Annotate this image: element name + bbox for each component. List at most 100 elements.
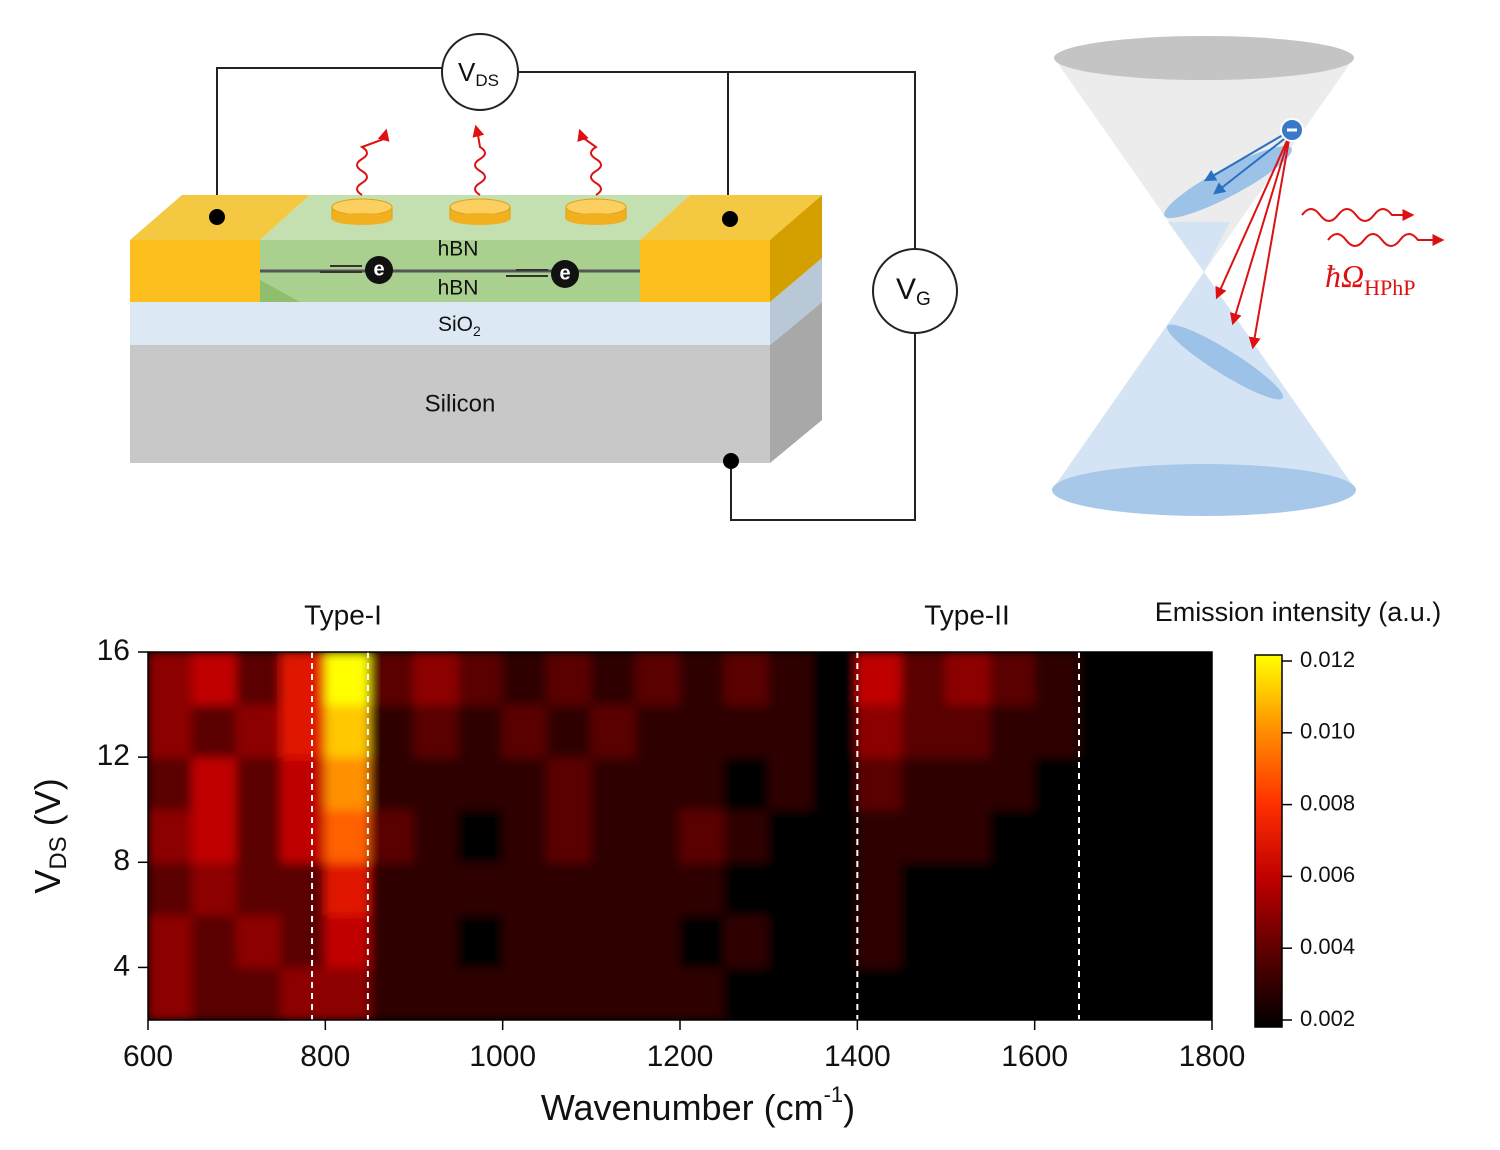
vds-label: VDS	[458, 57, 499, 91]
heatmap-cell	[413, 861, 459, 916]
heatmap-cell	[1167, 914, 1212, 968]
heatmap-cell	[1122, 861, 1169, 916]
heatmap-cell	[324, 652, 371, 706]
heatmap-cell	[1078, 966, 1124, 1020]
heatmap-cell	[1122, 966, 1169, 1020]
heatmap-cell	[457, 704, 504, 758]
heatmap-chart: 600 800 1000 1200 1400 1600 1800 4 8 12 16 0.002 0.0…	[27, 597, 1442, 1127]
heatmap-cell	[1078, 914, 1124, 968]
heatmap-cell	[989, 861, 1036, 916]
heatmap-cell	[502, 914, 548, 968]
heatmap-cell	[856, 652, 903, 706]
heatmap-cell	[324, 966, 371, 1020]
heatmap-cell	[635, 914, 681, 968]
heatmap-cell	[148, 914, 193, 968]
heatmap-cell	[1167, 756, 1212, 811]
heatmap-cell	[191, 966, 238, 1020]
heatmap-cell	[191, 652, 238, 706]
heatmap-cell	[812, 914, 858, 968]
heatmap-cell	[768, 652, 814, 706]
heatmap-cell	[280, 652, 326, 706]
heatmap-cell	[856, 914, 903, 968]
heatmap-cell	[1078, 652, 1124, 706]
device-schematic: e e VDS VG hBN hBN SiO2 Silicon	[130, 33, 958, 521]
colorbar-tick-label: 0.010	[1300, 719, 1355, 744]
x-tick-label: 1400	[824, 1040, 891, 1073]
y-axis-label: VDS (V)	[27, 778, 73, 893]
heatmap-cell	[723, 756, 770, 811]
colorbar-tick-label: 0.008	[1300, 790, 1355, 815]
heatmap-cell	[901, 809, 947, 863]
heatmap-cell	[148, 652, 193, 706]
heatmap-cell	[413, 809, 459, 863]
electron-label: e	[373, 258, 384, 280]
colorbar-label: Emission intensity (a.u.)	[1155, 597, 1442, 627]
heatmap-cell	[280, 756, 326, 811]
heatmap-cell	[901, 966, 947, 1020]
heatmap-cell	[812, 966, 858, 1020]
heatmap-cell	[1078, 704, 1124, 758]
heatmap-cell	[413, 704, 459, 758]
heatmap-cell	[502, 966, 548, 1020]
heatmap-cell	[679, 966, 725, 1020]
heatmap-cell	[457, 966, 504, 1020]
heatmap-cell	[679, 652, 725, 706]
heatmap-cell	[236, 704, 282, 758]
heatmap-cell	[901, 704, 947, 758]
heatmap-cell	[457, 809, 504, 863]
heatmap-cell	[768, 914, 814, 968]
heatmap-cell	[191, 756, 238, 811]
heatmap-cell	[191, 914, 238, 968]
heatmap-cell	[679, 914, 725, 968]
heatmap-cell	[812, 809, 858, 863]
heatmap-cell	[502, 756, 548, 811]
heatmap-cell	[812, 652, 858, 706]
heatmap-cell	[546, 704, 592, 758]
heatmap-cell	[1122, 652, 1169, 706]
vg-label: VG	[896, 273, 931, 310]
heatmap-cell	[546, 652, 592, 706]
heatmap-cell	[369, 652, 415, 706]
heatmap-cell	[413, 652, 459, 706]
heatmap-cell	[148, 809, 193, 863]
heatmap-cell	[901, 861, 947, 916]
x-tick-label: 1600	[1001, 1040, 1068, 1073]
heatmap-cell	[369, 861, 415, 916]
heatmap-cell	[679, 756, 725, 811]
heatmap-cell	[546, 756, 592, 811]
heatmap-cell	[945, 756, 991, 811]
heatmap-cell	[236, 966, 282, 1020]
heatmap-cell	[723, 704, 770, 758]
heatmap-cell	[768, 756, 814, 811]
heatmap-cell	[369, 966, 415, 1020]
heatmap-cell	[148, 966, 193, 1020]
heatmap-cell	[148, 756, 193, 811]
heatmap-cell	[590, 704, 637, 758]
heatmap-cell	[1122, 809, 1169, 863]
layer-label: SiO2	[438, 313, 481, 339]
heatmap-cell	[768, 966, 814, 1020]
heatmap-cell	[1167, 652, 1212, 706]
heatmap-cell	[989, 914, 1036, 968]
heatmap-cell	[502, 652, 548, 706]
heatmap-cell	[723, 914, 770, 968]
heatmap-cell	[1078, 809, 1124, 863]
heatmap-cell	[148, 861, 193, 916]
heatmap-cell	[1034, 861, 1080, 916]
heatmap-cell	[191, 861, 238, 916]
heatmap-cell	[768, 861, 814, 916]
heatmap-cell	[989, 966, 1036, 1020]
heatmap-cell	[457, 914, 504, 968]
heatmap-cell	[723, 861, 770, 916]
heatmap-cell	[768, 809, 814, 863]
heatmap-cell	[901, 652, 947, 706]
heatmap-cell	[635, 966, 681, 1020]
heatmap-cell	[324, 809, 371, 863]
heatmap-cell	[945, 966, 991, 1020]
heatmap-cell	[856, 861, 903, 916]
heatmap-cell	[635, 861, 681, 916]
heatmap-cell	[679, 861, 725, 916]
x-tick-label: 800	[300, 1040, 350, 1073]
heatmap-cell	[280, 861, 326, 916]
heatmap-cell	[945, 914, 991, 968]
